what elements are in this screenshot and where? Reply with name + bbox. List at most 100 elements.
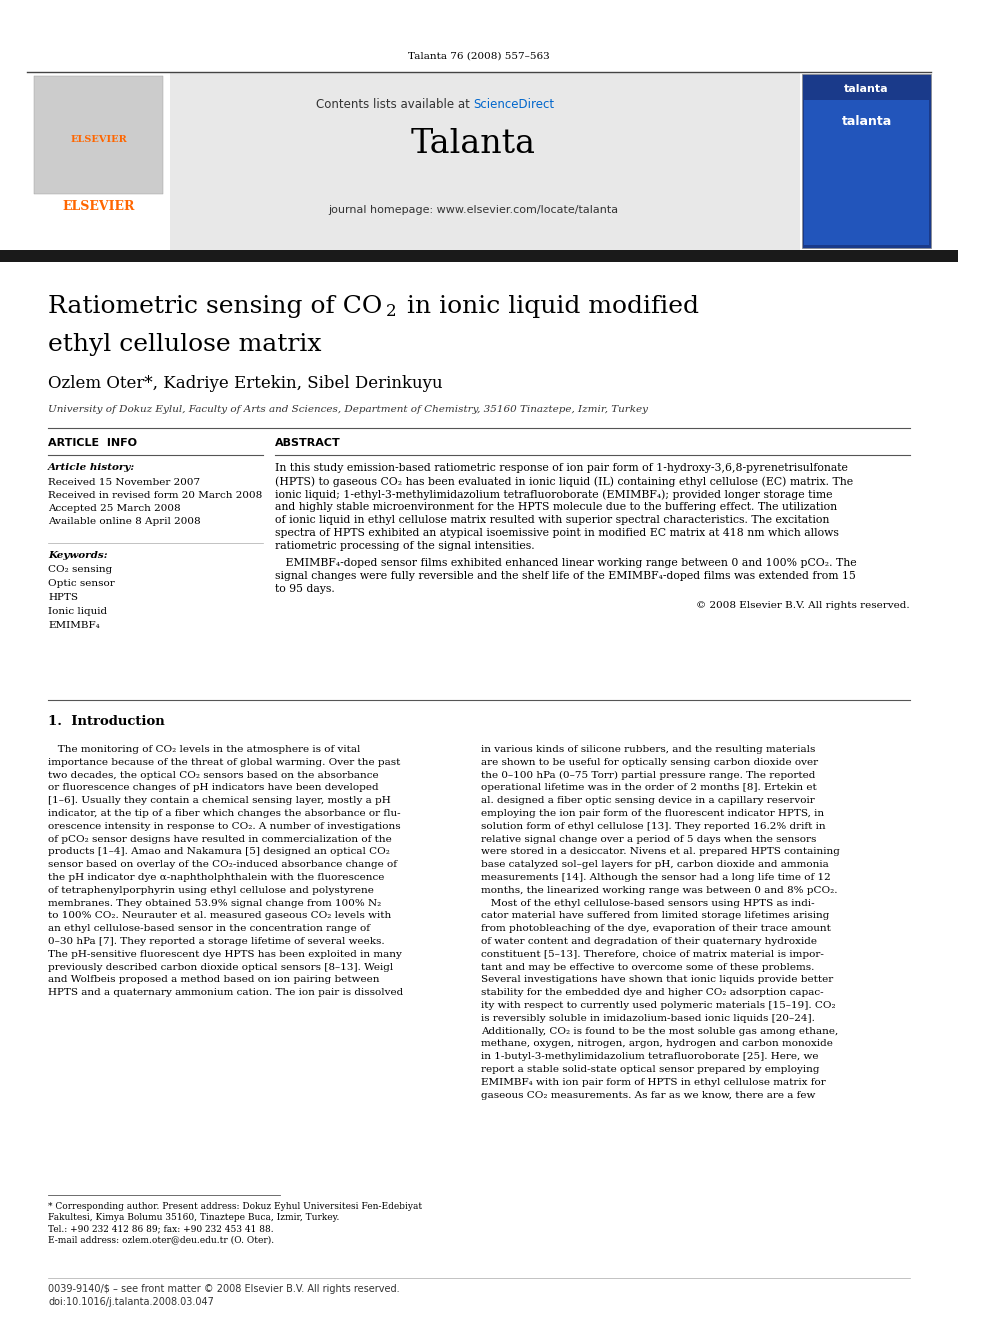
- Text: or fluorescence changes of pH indicators have been developed: or fluorescence changes of pH indicators…: [49, 783, 379, 792]
- Text: operational lifetime was in the order of 2 months [8]. Ertekin et: operational lifetime was in the order of…: [481, 783, 816, 792]
- Text: orescence intensity in response to CO₂. A number of investigations: orescence intensity in response to CO₂. …: [49, 822, 401, 831]
- Text: HPTS: HPTS: [49, 593, 78, 602]
- Bar: [802, 74, 931, 247]
- Text: In this study emission-based ratiometric response of ion pair form of 1-hydroxy-: In this study emission-based ratiometric…: [276, 463, 848, 474]
- Text: constituent [5–13]. Therefore, choice of matrix material is impor-: constituent [5–13]. Therefore, choice of…: [481, 950, 824, 959]
- Text: Ratiometric sensing of CO: Ratiometric sensing of CO: [49, 295, 383, 318]
- Text: 0–30 hPa [7]. They reported a storage lifetime of several weeks.: 0–30 hPa [7]. They reported a storage li…: [49, 937, 385, 946]
- Text: [1–6]. Usually they contain a chemical sensing layer, mostly a pH: [1–6]. Usually they contain a chemical s…: [49, 796, 391, 806]
- Text: an ethyl cellulose-based sensor in the concentration range of: an ethyl cellulose-based sensor in the c…: [49, 925, 370, 933]
- Text: the pH indicator dye α-naphtholphthalein with the fluorescence: the pH indicator dye α-naphtholphthalein…: [49, 873, 385, 882]
- Text: ScienceDirect: ScienceDirect: [473, 98, 555, 111]
- Text: 0039-9140/$ – see front matter © 2008 Elsevier B.V. All rights reserved.: 0039-9140/$ – see front matter © 2008 El…: [49, 1285, 400, 1294]
- Text: Ozlem Oter*, Kadriye Ertekin, Sibel Derinkuyu: Ozlem Oter*, Kadriye Ertekin, Sibel Deri…: [49, 374, 442, 392]
- Text: the 0–100 hPa (0–75 Torr) partial pressure range. The reported: the 0–100 hPa (0–75 Torr) partial pressu…: [481, 770, 815, 779]
- Text: ethyl cellulose matrix: ethyl cellulose matrix: [49, 333, 321, 356]
- Text: 2: 2: [386, 303, 396, 320]
- Text: Several investigations have shown that ionic liquids provide better: Several investigations have shown that i…: [481, 975, 833, 984]
- Text: of pCO₂ sensor designs have resulted in commercialization of the: of pCO₂ sensor designs have resulted in …: [49, 835, 392, 844]
- Text: were stored in a desiccator. Nivens et al. prepared HPTS containing: were stored in a desiccator. Nivens et a…: [481, 848, 840, 856]
- Text: Talanta 76 (2008) 557–563: Talanta 76 (2008) 557–563: [409, 52, 550, 61]
- Text: Keywords:: Keywords:: [49, 550, 108, 560]
- Text: measurements [14]. Although the sensor had a long life time of 12: measurements [14]. Although the sensor h…: [481, 873, 831, 882]
- Text: in 1-butyl-3-methylimidazolium tetrafluoroborate [25]. Here, we: in 1-butyl-3-methylimidazolium tetrafluo…: [481, 1052, 818, 1061]
- Text: 1.  Introduction: 1. Introduction: [49, 714, 165, 728]
- Text: Most of the ethyl cellulose-based sensors using HPTS as indi-: Most of the ethyl cellulose-based sensor…: [481, 898, 814, 908]
- Text: EMIMBF₄: EMIMBF₄: [49, 620, 100, 630]
- Text: Ionic liquid: Ionic liquid: [49, 607, 107, 617]
- Text: from photobleaching of the dye, evaporation of their trace amount: from photobleaching of the dye, evaporat…: [481, 925, 831, 933]
- Text: talanta: talanta: [844, 83, 889, 94]
- Text: to 95 days.: to 95 days.: [276, 583, 335, 594]
- Text: University of Dokuz Eylul, Faculty of Arts and Sciences, Department of Chemistry: University of Dokuz Eylul, Faculty of Ar…: [49, 405, 649, 414]
- Text: Talanta: Talanta: [411, 128, 536, 160]
- Text: Available online 8 April 2008: Available online 8 April 2008: [49, 517, 201, 527]
- Text: EMIMBF₄ with ion pair form of HPTS in ethyl cellulose matrix for: EMIMBF₄ with ion pair form of HPTS in et…: [481, 1078, 825, 1086]
- Text: stability for the embedded dye and higher CO₂ adsorption capac-: stability for the embedded dye and highe…: [481, 988, 823, 998]
- Text: signal changes were fully reversible and the shelf life of the EMIMBF₄-doped fil: signal changes were fully reversible and…: [276, 572, 856, 581]
- Bar: [804, 101, 930, 245]
- Text: Contents lists available at: Contents lists available at: [315, 98, 473, 111]
- Text: relative signal change over a period of 5 days when the sensors: relative signal change over a period of …: [481, 835, 816, 844]
- Text: of water content and degradation of their quaternary hydroxide: of water content and degradation of thei…: [481, 937, 817, 946]
- Text: * Corresponding author. Present address: Dokuz Eyhul Universitesi Fen-Edebiyat: * Corresponding author. Present address:…: [49, 1203, 423, 1211]
- Bar: [0, 250, 958, 262]
- Text: ARTICLE  INFO: ARTICLE INFO: [49, 438, 137, 448]
- Text: ELSEVIER: ELSEVIER: [62, 200, 135, 213]
- Text: Received in revised form 20 March 2008: Received in revised form 20 March 2008: [49, 491, 263, 500]
- Text: Optic sensor: Optic sensor: [49, 579, 115, 587]
- Text: in various kinds of silicone rubbers, and the resulting materials: in various kinds of silicone rubbers, an…: [481, 745, 815, 754]
- Text: sensor based on overlay of the CO₂-induced absorbance change of: sensor based on overlay of the CO₂-induc…: [49, 860, 398, 869]
- Text: to 100% CO₂. Neurauter et al. measured gaseous CO₂ levels with: to 100% CO₂. Neurauter et al. measured g…: [49, 912, 392, 921]
- Bar: [27, 71, 800, 250]
- Text: tant and may be effective to overcome some of these problems.: tant and may be effective to overcome so…: [481, 963, 814, 971]
- Text: talanta: talanta: [841, 115, 892, 128]
- Text: and highly stable microenvironment for the HPTS molecule due to the buffering ef: and highly stable microenvironment for t…: [276, 501, 837, 512]
- Text: is reversibly soluble in imidazolium-based ionic liquids [20–24].: is reversibly soluble in imidazolium-bas…: [481, 1013, 815, 1023]
- Text: E-mail address: ozlem.oter@deu.edu.tr (O. Oter).: E-mail address: ozlem.oter@deu.edu.tr (O…: [49, 1234, 275, 1244]
- Text: doi:10.1016/j.talanta.2008.03.047: doi:10.1016/j.talanta.2008.03.047: [49, 1297, 214, 1307]
- Text: The pH-sensitive fluorescent dye HPTS has been exploited in many: The pH-sensitive fluorescent dye HPTS ha…: [49, 950, 402, 959]
- Text: in ionic liquid modified: in ionic liquid modified: [399, 295, 699, 318]
- Text: The monitoring of CO₂ levels in the atmosphere is of vital: The monitoring of CO₂ levels in the atmo…: [49, 745, 361, 754]
- Text: Article history:: Article history:: [49, 463, 136, 472]
- Bar: [34, 75, 164, 194]
- Text: al. designed a fiber optic sensing device in a capillary reservoir: al. designed a fiber optic sensing devic…: [481, 796, 814, 806]
- Text: ratiometric processing of the signal intensities.: ratiometric processing of the signal int…: [276, 541, 535, 550]
- Text: indicator, at the tip of a fiber which changes the absorbance or flu-: indicator, at the tip of a fiber which c…: [49, 808, 401, 818]
- Text: of tetraphenylporphyrin using ethyl cellulose and polystyrene: of tetraphenylporphyrin using ethyl cell…: [49, 886, 374, 894]
- Text: ity with respect to currently used polymeric materials [15–19]. CO₂: ity with respect to currently used polym…: [481, 1002, 835, 1009]
- Text: ionic liquid; 1-ethyl-3-methylimidazolium tetrafluoroborate (EMIMBF₄); provided : ionic liquid; 1-ethyl-3-methylimidazoliu…: [276, 490, 833, 500]
- Text: previously described carbon dioxide optical sensors [8–13]. Weigl: previously described carbon dioxide opti…: [49, 963, 394, 971]
- Text: Additionally, CO₂ is found to be the most soluble gas among ethane,: Additionally, CO₂ is found to be the mos…: [481, 1027, 838, 1036]
- Text: HPTS and a quaternary ammonium cation. The ion pair is dissolved: HPTS and a quaternary ammonium cation. T…: [49, 988, 404, 998]
- Text: cator material have suffered from limited storage lifetimes arising: cator material have suffered from limite…: [481, 912, 829, 921]
- Text: ELSEVIER: ELSEVIER: [70, 135, 127, 144]
- Text: solution form of ethyl cellulose [13]. They reported 16.2% drift in: solution form of ethyl cellulose [13]. T…: [481, 822, 825, 831]
- Text: importance because of the threat of global warming. Over the past: importance because of the threat of glob…: [49, 758, 401, 767]
- Text: employing the ion pair form of the fluorescent indicator HPTS, in: employing the ion pair form of the fluor…: [481, 808, 824, 818]
- Text: (HPTS) to gaseous CO₂ has been evaluated in ionic liquid (IL) containing ethyl c: (HPTS) to gaseous CO₂ has been evaluated…: [276, 476, 853, 487]
- Text: Fakultesi, Kimya Bolumu 35160, Tinaztepe Buca, Izmir, Turkey.: Fakultesi, Kimya Bolumu 35160, Tinaztepe…: [49, 1213, 339, 1222]
- Text: spectra of HPTS exhibited an atypical isoemissive point in modified EC matrix at: spectra of HPTS exhibited an atypical is…: [276, 528, 839, 538]
- Text: report a stable solid-state optical sensor prepared by employing: report a stable solid-state optical sens…: [481, 1065, 819, 1074]
- Text: products [1–4]. Amao and Nakamura [5] designed an optical CO₂: products [1–4]. Amao and Nakamura [5] de…: [49, 848, 390, 856]
- Text: of ionic liquid in ethyl cellulose matrix resulted with superior spectral charac: of ionic liquid in ethyl cellulose matri…: [276, 515, 829, 525]
- Text: gaseous CO₂ measurements. As far as we know, there are a few: gaseous CO₂ measurements. As far as we k…: [481, 1090, 815, 1099]
- Text: EMIMBF₄-doped sensor films exhibited enhanced linear working range between 0 and: EMIMBF₄-doped sensor films exhibited enh…: [276, 558, 857, 568]
- Text: Received 15 November 2007: Received 15 November 2007: [49, 478, 200, 487]
- Text: Tel.: +90 232 412 86 89; fax: +90 232 453 41 88.: Tel.: +90 232 412 86 89; fax: +90 232 45…: [49, 1224, 274, 1233]
- Text: CO₂ sensing: CO₂ sensing: [49, 565, 112, 574]
- Text: membranes. They obtained 53.9% signal change from 100% N₂: membranes. They obtained 53.9% signal ch…: [49, 898, 382, 908]
- Text: two decades, the optical CO₂ sensors based on the absorbance: two decades, the optical CO₂ sensors bas…: [49, 770, 379, 779]
- Text: © 2008 Elsevier B.V. All rights reserved.: © 2008 Elsevier B.V. All rights reserved…: [696, 601, 910, 610]
- Text: base catalyzed sol–gel layers for pH, carbon dioxide and ammonia: base catalyzed sol–gel layers for pH, ca…: [481, 860, 829, 869]
- Bar: [27, 71, 170, 250]
- Text: methane, oxygen, nitrogen, argon, hydrogen and carbon monoxide: methane, oxygen, nitrogen, argon, hydrog…: [481, 1040, 833, 1048]
- Text: are shown to be useful for optically sensing carbon dioxide over: are shown to be useful for optically sen…: [481, 758, 818, 767]
- Text: ABSTRACT: ABSTRACT: [276, 438, 341, 448]
- Text: months, the linearized working range was between 0 and 8% pCO₂.: months, the linearized working range was…: [481, 886, 837, 894]
- Text: and Wolfbeis proposed a method based on ion pairing between: and Wolfbeis proposed a method based on …: [49, 975, 380, 984]
- Text: Accepted 25 March 2008: Accepted 25 March 2008: [49, 504, 181, 513]
- Text: journal homepage: www.elsevier.com/locate/talanta: journal homepage: www.elsevier.com/locat…: [328, 205, 618, 216]
